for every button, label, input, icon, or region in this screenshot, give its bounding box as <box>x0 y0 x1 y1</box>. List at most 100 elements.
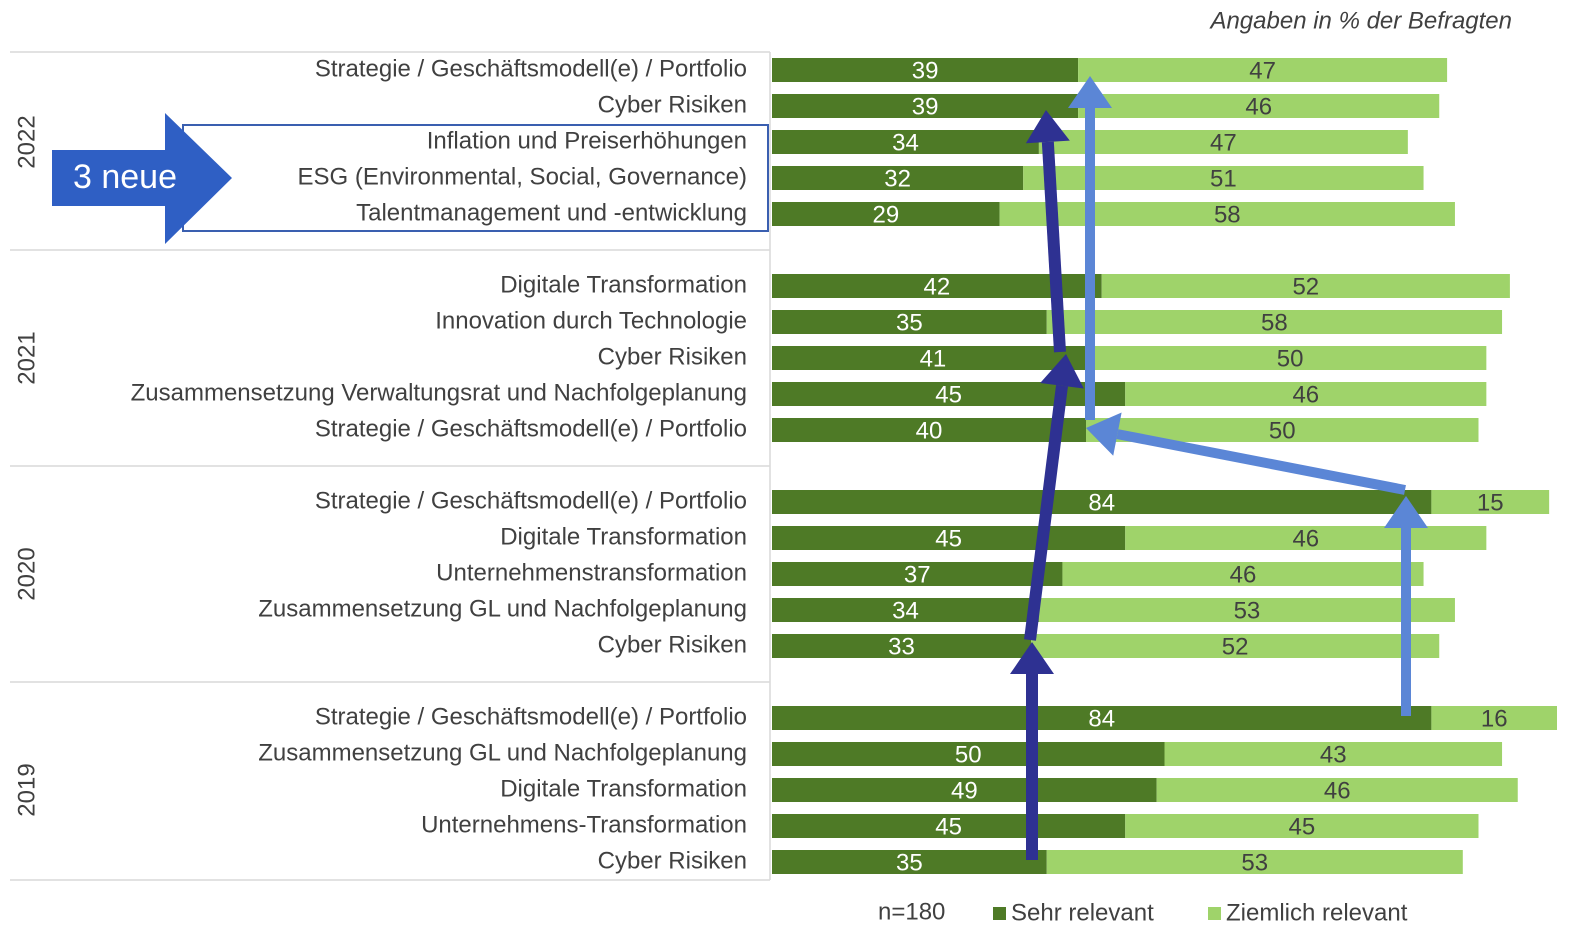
bar-segment <box>772 778 1157 802</box>
bar-segment <box>1062 562 1424 586</box>
value-label: 34 <box>892 597 919 624</box>
value-label: 45 <box>935 381 962 408</box>
category-label: Digitale Transformation <box>500 523 747 550</box>
arrow-head <box>1025 110 1070 144</box>
value-label: 16 <box>1481 705 1508 732</box>
bars: 39 47 39 46 34 47 32 51 29 58 42 52 35 58 41 50 45 46 40 50… <box>772 57 1557 876</box>
bar-segment <box>1078 94 1440 118</box>
bar-segment <box>1125 814 1479 838</box>
value-label: 45 <box>935 813 962 840</box>
bar-segment <box>772 166 1024 190</box>
bar-segment <box>772 346 1094 370</box>
bar-segment <box>1046 310 1503 334</box>
group-label: 2021 <box>13 331 40 384</box>
bar-segment <box>772 562 1063 586</box>
value-label: 53 <box>1234 597 1261 624</box>
bar-segment <box>772 310 1047 334</box>
value-label: 46 <box>1245 93 1272 120</box>
trend-arrow <box>1041 141 1066 353</box>
bar-segment <box>1431 490 1550 514</box>
category-label: Zusammensetzung GL und Nachfolgeplanung <box>258 595 747 622</box>
value-label: 50 <box>1269 417 1296 444</box>
category-label: Zusammensetzung GL und Nachfolgeplanung <box>258 739 747 766</box>
bar-segment <box>1038 598 1455 622</box>
value-label: 52 <box>1222 633 1249 660</box>
category-label: Zusammensetzung Verwaltungsrat und Nachf… <box>131 379 747 406</box>
bar-segment <box>1156 778 1518 802</box>
value-label: 35 <box>896 849 923 876</box>
value-label: 46 <box>1230 561 1257 588</box>
bar-segment <box>772 598 1039 622</box>
value-label: 42 <box>923 273 950 300</box>
bar-segment <box>772 58 1079 82</box>
arrow-head <box>1040 354 1084 389</box>
value-label: 47 <box>1249 57 1276 84</box>
category-label: ESG (Environmental, Social, Governance) <box>297 163 747 190</box>
category-label: Strategie / Geschäftsmodell(e) / Portfol… <box>315 415 747 442</box>
value-label: 84 <box>1088 705 1115 732</box>
group-label: 2022 <box>13 115 40 168</box>
value-label: 37 <box>904 561 931 588</box>
bar-segment <box>1164 742 1503 766</box>
category-label: Digitale Transformation <box>500 775 747 802</box>
value-label: 58 <box>1261 309 1288 336</box>
category-label: Unternehmenstransformation <box>436 559 747 586</box>
category-label: Strategie / Geschäftsmodell(e) / Portfol… <box>315 487 747 514</box>
arrow-head <box>1086 412 1122 456</box>
bar-segment <box>772 526 1126 550</box>
bar-segment <box>1078 58 1448 82</box>
legend-label: Sehr relevant <box>1011 899 1154 926</box>
value-label: 50 <box>1277 345 1304 372</box>
subtitle: Angaben in % der Befragten <box>1208 7 1512 34</box>
value-label: 84 <box>1088 489 1115 516</box>
value-label: 39 <box>912 93 939 120</box>
bar-segment <box>772 634 1032 658</box>
value-label: 32 <box>884 165 911 192</box>
note: n=180 <box>878 898 945 925</box>
category-label: Cyber Risiken <box>598 631 747 658</box>
value-label: 53 <box>1241 849 1268 876</box>
arrow-head <box>1384 496 1428 528</box>
value-label: 58 <box>1214 201 1241 228</box>
value-label: 33 <box>888 633 915 660</box>
value-label: 45 <box>935 525 962 552</box>
category-label: Digitale Transformation <box>500 271 747 298</box>
bar-segment <box>1038 130 1408 154</box>
bar-segment <box>772 742 1165 766</box>
bar-segment <box>1101 274 1510 298</box>
group-label: 2019 <box>13 763 40 816</box>
value-label: 15 <box>1477 489 1504 516</box>
bar-segment <box>772 850 1047 874</box>
bar-segment <box>1431 706 1557 730</box>
value-label: 50 <box>955 741 982 768</box>
category-label: Talentmanagement und -entwicklung <box>356 199 747 226</box>
bar-segment <box>772 94 1079 118</box>
value-label: 46 <box>1292 381 1319 408</box>
value-label: 40 <box>916 417 943 444</box>
value-label: 51 <box>1210 165 1237 192</box>
callout: 3 neue <box>52 113 769 244</box>
arrow-head <box>1010 642 1054 674</box>
bar-segment <box>1031 634 1440 658</box>
trend-arrow <box>1116 429 1406 495</box>
category-label: Cyber Risiken <box>598 847 747 874</box>
value-label: 29 <box>872 201 899 228</box>
value-label: 39 <box>912 57 939 84</box>
value-label: 35 <box>896 309 923 336</box>
value-label: 46 <box>1324 777 1351 804</box>
trend-arrow <box>1024 385 1068 641</box>
bar-segment <box>772 490 1432 514</box>
bar-segment <box>772 130 1039 154</box>
bar-segment <box>772 202 1000 226</box>
legend-label: Ziemlich relevant <box>1226 899 1408 926</box>
bar-segment <box>1125 382 1487 406</box>
category-label: Inflation und Preiserhöhungen <box>427 127 747 154</box>
bar-segment <box>772 706 1432 730</box>
value-label: 43 <box>1320 741 1347 768</box>
bar-segment <box>1046 850 1463 874</box>
legend: n=180 Sehr relevant Ziemlich relevant <box>878 898 1408 926</box>
bar-segment <box>772 418 1086 442</box>
category-label: Innovation durch Technologie <box>435 307 747 334</box>
value-label: 52 <box>1292 273 1319 300</box>
